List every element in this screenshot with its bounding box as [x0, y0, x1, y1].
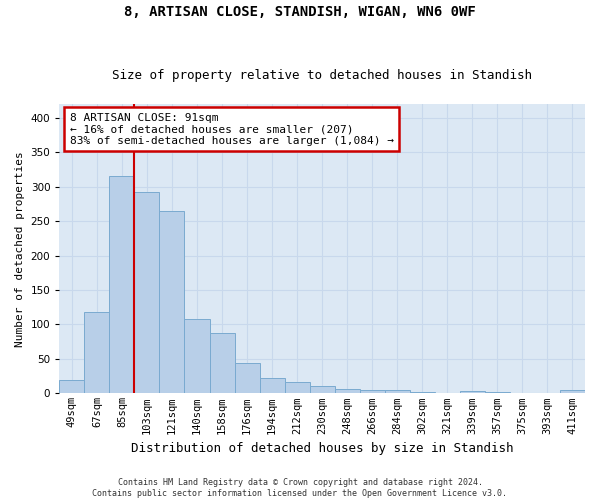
Bar — [184, 319, 209, 394]
Text: 8 ARTISAN CLOSE: 91sqm
← 16% of detached houses are smaller (207)
83% of semi-de: 8 ARTISAN CLOSE: 91sqm ← 16% of detached… — [70, 112, 394, 146]
Bar — [209, 334, 235, 394]
Bar — [134, 192, 160, 394]
Bar — [535, 392, 560, 394]
X-axis label: Distribution of detached houses by size in Standish: Distribution of detached houses by size … — [131, 442, 514, 455]
Bar — [485, 392, 510, 394]
Title: Size of property relative to detached houses in Standish: Size of property relative to detached ho… — [112, 69, 532, 82]
Bar — [385, 390, 410, 394]
Bar — [335, 390, 360, 394]
Bar — [109, 176, 134, 394]
Bar — [160, 211, 184, 394]
Bar — [284, 382, 310, 394]
Bar — [260, 378, 284, 394]
Bar — [360, 390, 385, 394]
Bar — [235, 363, 260, 394]
Bar — [460, 392, 485, 394]
Bar — [410, 392, 435, 394]
Bar — [560, 390, 585, 394]
Text: 8, ARTISAN CLOSE, STANDISH, WIGAN, WN6 0WF: 8, ARTISAN CLOSE, STANDISH, WIGAN, WN6 0… — [124, 5, 476, 19]
Bar — [59, 380, 85, 394]
Bar — [85, 312, 109, 394]
Y-axis label: Number of detached properties: Number of detached properties — [15, 151, 25, 346]
Bar — [310, 386, 335, 394]
Text: Contains HM Land Registry data © Crown copyright and database right 2024.
Contai: Contains HM Land Registry data © Crown c… — [92, 478, 508, 498]
